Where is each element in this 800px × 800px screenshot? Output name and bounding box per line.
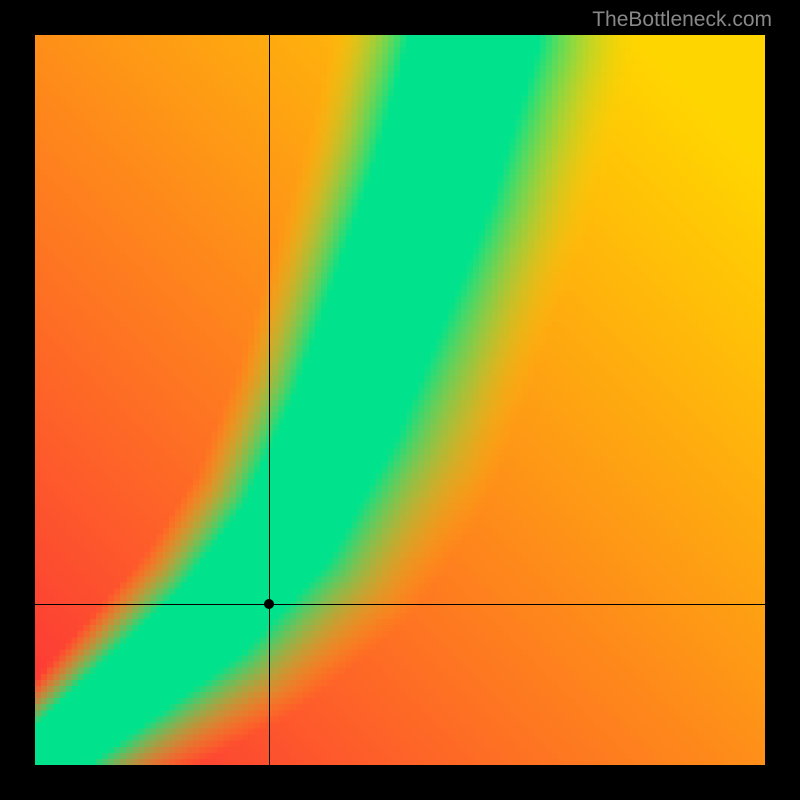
crosshair-marker-dot (264, 599, 274, 609)
crosshair-vertical-line (269, 35, 270, 765)
bottleneck-heatmap (35, 35, 765, 765)
plot-area (35, 35, 765, 765)
watermark-text: TheBottleneck.com (592, 8, 772, 32)
crosshair-horizontal-line (35, 604, 765, 605)
